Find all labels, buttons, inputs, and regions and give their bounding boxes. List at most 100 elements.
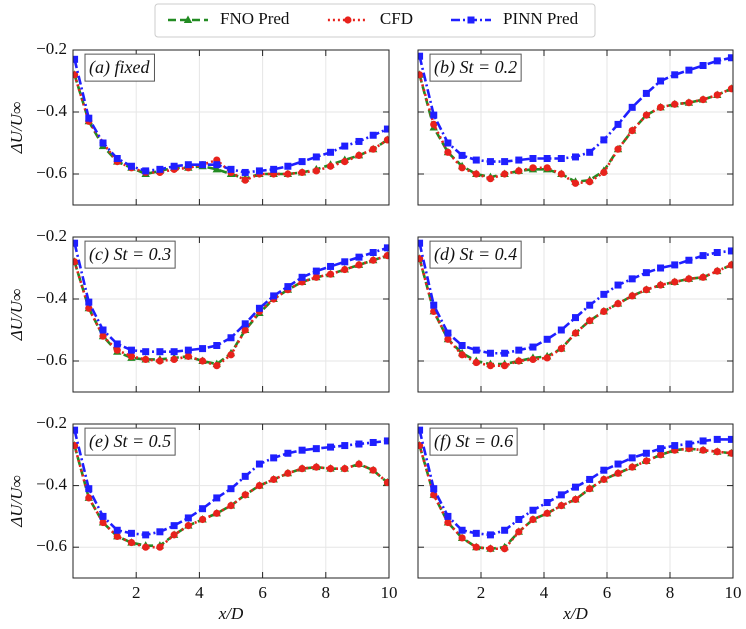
marker: [628, 275, 636, 283]
marker: [127, 352, 136, 360]
marker: [699, 252, 707, 260]
marker: [628, 292, 636, 300]
legend-label: FNO Pred: [220, 9, 290, 28]
marker: [241, 472, 249, 480]
marker: [326, 465, 335, 473]
marker: [657, 445, 665, 453]
marker: [156, 165, 164, 173]
marker: [327, 148, 335, 156]
marker: [113, 532, 121, 541]
marker: [430, 120, 438, 128]
marker: [458, 342, 466, 349]
marker: [486, 158, 494, 166]
marker: [355, 261, 363, 269]
marker: [355, 460, 363, 468]
marker: [341, 158, 349, 166]
marker: [501, 349, 509, 357]
marker: [369, 256, 377, 264]
marker: [156, 348, 164, 356]
plot-frame: [417, 236, 734, 393]
marker: [657, 264, 665, 272]
marker: [600, 307, 608, 315]
y-axis-label: ΔU/U∞: [7, 102, 26, 154]
y-tick-label: −0.2: [36, 413, 67, 432]
marker: [213, 362, 221, 370]
marker: [557, 170, 565, 178]
marker: [501, 158, 509, 166]
marker: [586, 317, 594, 325]
marker: [543, 509, 551, 517]
marker: [113, 340, 121, 348]
marker: [284, 283, 292, 291]
marker: [713, 249, 721, 256]
marker: [355, 137, 363, 145]
y-tick-label: −0.2: [36, 39, 67, 58]
marker: [199, 161, 207, 169]
marker: [557, 155, 565, 162]
marker: [458, 151, 466, 159]
marker: [515, 357, 523, 365]
marker: [198, 515, 207, 524]
marker: [515, 515, 523, 523]
marker: [472, 358, 480, 367]
plot-frame: [72, 49, 390, 206]
marker: [600, 475, 608, 484]
marker: [671, 261, 679, 269]
x-axis-label: x/D: [218, 604, 244, 623]
marker: [656, 281, 665, 289]
marker: [529, 506, 537, 514]
marker: [156, 528, 164, 536]
y-axis-label: ΔU/U∞: [7, 475, 26, 527]
marker: [486, 349, 494, 357]
panel-title: (d) St = 0.4: [434, 244, 517, 265]
marker: [614, 281, 622, 289]
x-tick-label: 6: [258, 583, 267, 602]
marker: [444, 335, 452, 343]
marker: [241, 168, 249, 176]
marker: [142, 167, 150, 175]
legend-marker: [467, 16, 475, 24]
marker: [572, 153, 579, 161]
marker: [699, 273, 707, 281]
marker: [671, 71, 679, 79]
marker: [642, 89, 650, 97]
marker: [327, 262, 335, 270]
marker: [600, 136, 608, 144]
marker: [529, 155, 537, 162]
marker: [85, 298, 93, 306]
series-line: [418, 258, 732, 367]
marker: [713, 435, 721, 443]
marker: [458, 351, 466, 359]
marker: [699, 96, 707, 104]
marker: [142, 543, 150, 551]
marker: [586, 148, 594, 156]
plot-frame: [72, 423, 390, 579]
x-tick-label: 10: [381, 583, 398, 602]
marker: [184, 346, 192, 354]
x-tick-label: 10: [725, 583, 742, 602]
marker: [369, 438, 377, 446]
marker: [85, 485, 93, 493]
marker: [298, 158, 306, 166]
marker: [557, 502, 565, 510]
marker: [327, 443, 335, 451]
marker: [699, 62, 707, 69]
marker: [586, 485, 594, 493]
marker: [515, 346, 523, 354]
marker: [213, 161, 221, 169]
marker: [227, 334, 235, 342]
x-tick-label: 4: [195, 583, 204, 602]
marker: [341, 142, 349, 150]
series-line: [73, 254, 388, 366]
marker: [458, 526, 466, 534]
marker: [642, 286, 650, 294]
marker: [184, 514, 192, 522]
marker: [369, 466, 377, 474]
marker: [586, 301, 594, 309]
marker: [543, 499, 551, 507]
marker: [529, 164, 537, 172]
marker: [341, 258, 349, 266]
marker: [572, 483, 579, 491]
marker: [383, 125, 389, 133]
marker: [383, 252, 389, 260]
